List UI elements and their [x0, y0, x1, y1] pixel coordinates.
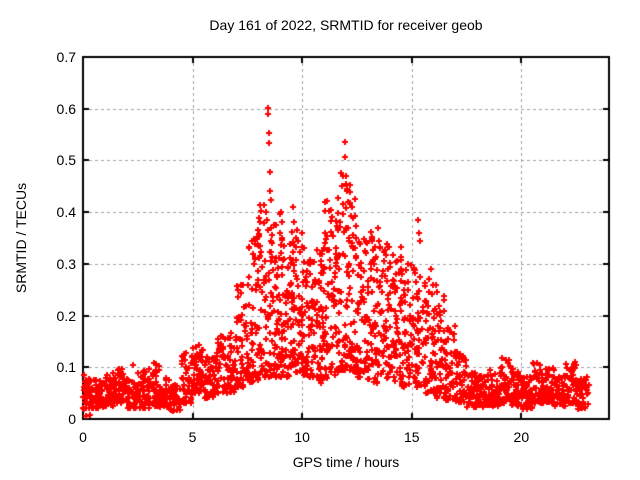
y-tick-label: 0.2	[56, 307, 76, 324]
x-tick-label: 20	[513, 429, 530, 445]
y-tick-label: 0.4	[56, 204, 76, 221]
x-axis-label: GPS time / hours	[292, 454, 400, 470]
y-tick-label: 0	[68, 411, 76, 427]
x-tick-label: 5	[188, 429, 197, 445]
y-tick-label: 0.7	[56, 49, 76, 65]
y-tick-label: 0.3	[56, 255, 76, 272]
y-tick-label: 0.5	[56, 152, 76, 169]
x-tick-label: 10	[294, 429, 310, 445]
y-tick-label: 0.1	[56, 359, 76, 376]
x-tick-label: 15	[403, 429, 420, 445]
chart-title: Day 161 of 2022, SRMTID for receiver geo…	[209, 17, 483, 33]
y-tick-label: 0.6	[56, 100, 76, 117]
y-axis-label: SRMTID / TECUs	[13, 182, 29, 294]
x-tick-label: 0	[79, 429, 87, 445]
